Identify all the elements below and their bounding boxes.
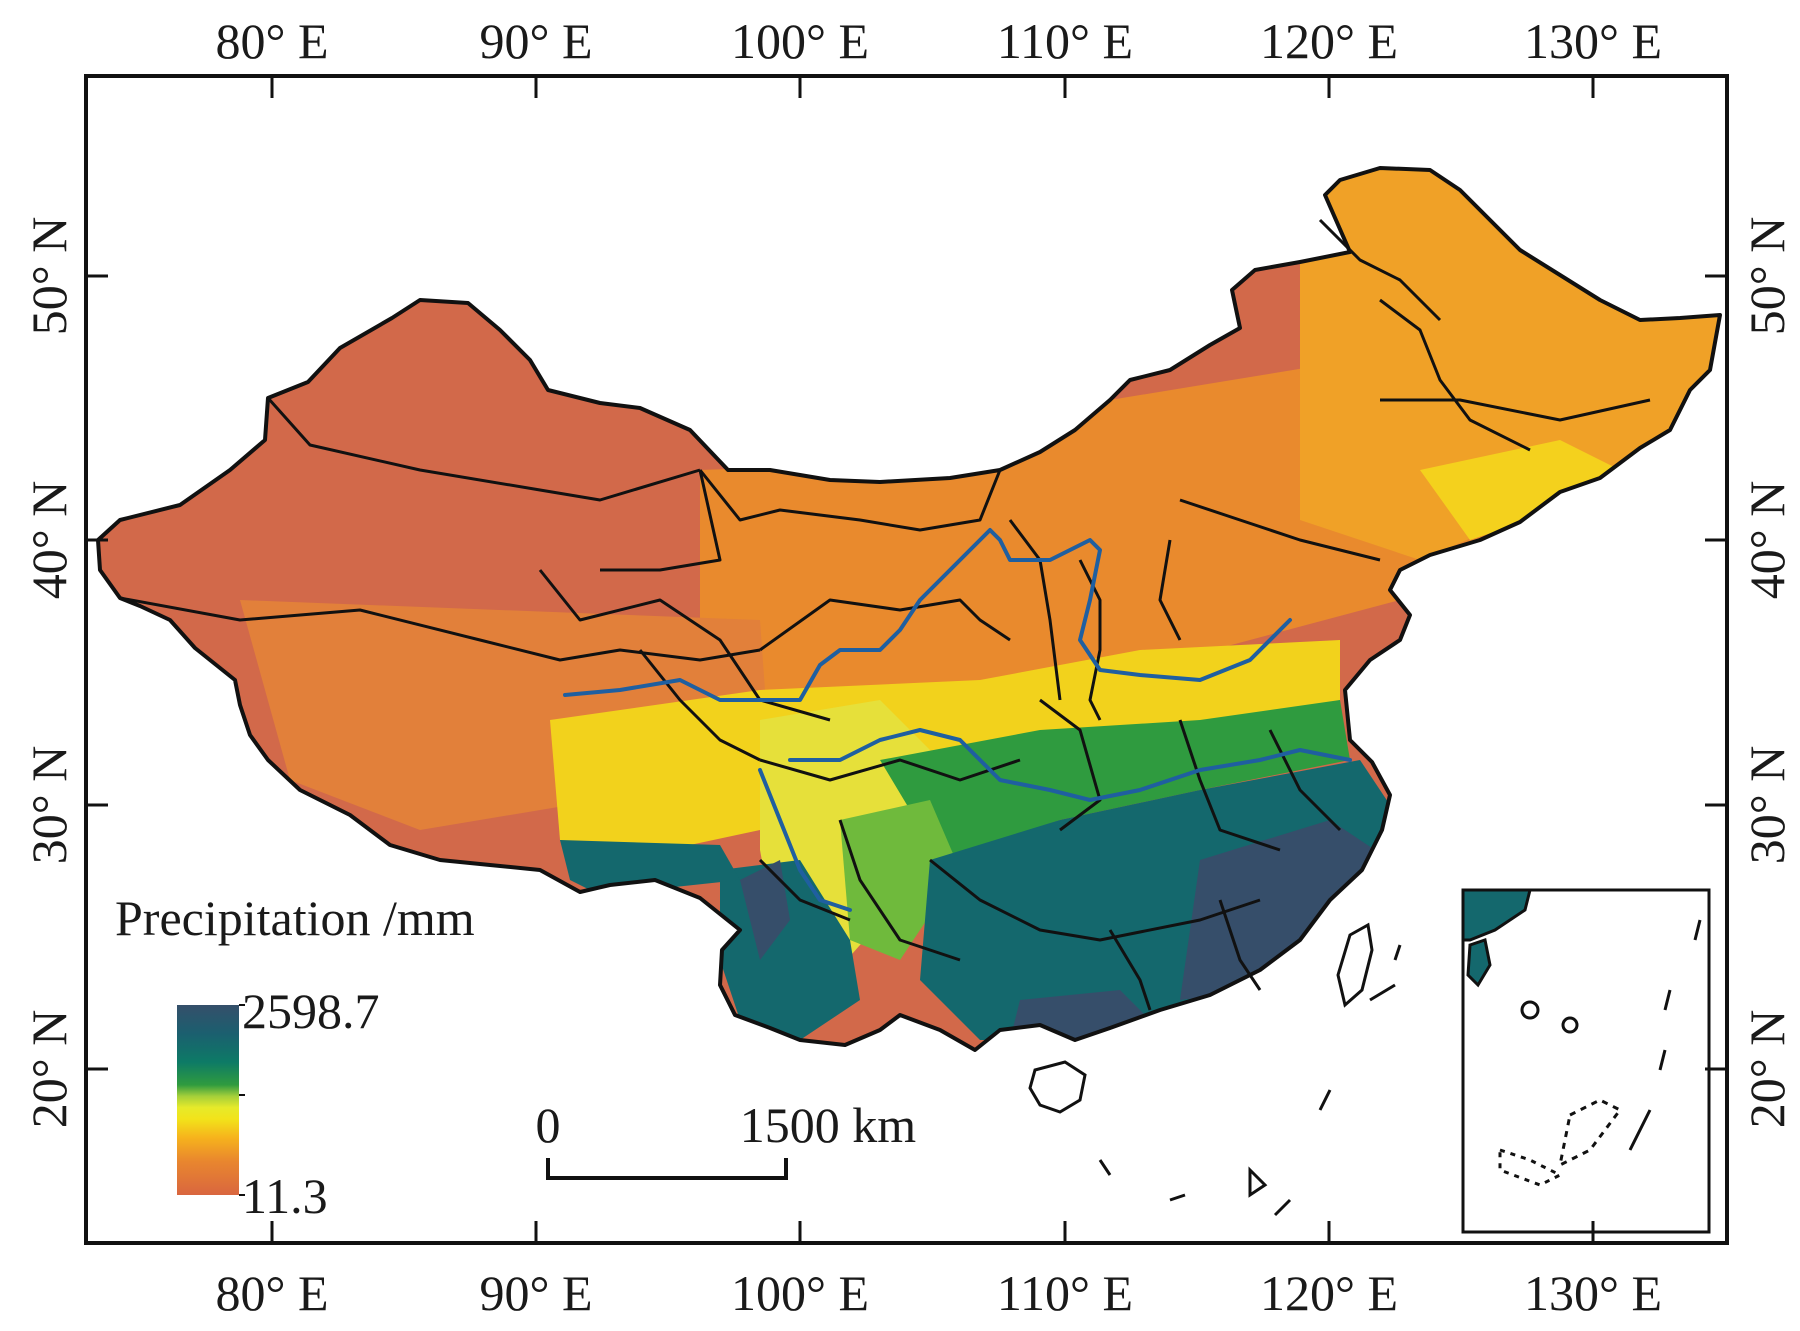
- top-lon-label-120: 120° E: [1260, 13, 1398, 69]
- right-lat-label-30: 30° N: [1739, 746, 1795, 865]
- top-lon-label-90: 90° E: [479, 13, 592, 69]
- bottom-lon-label-120: 120° E: [1260, 1265, 1398, 1321]
- bottom-lon-label-90: 90° E: [479, 1265, 592, 1321]
- left-lat-label-40: 40° N: [21, 481, 77, 600]
- top-lon-label-110: 110° E: [997, 13, 1133, 69]
- bottom-lon-label-100: 100° E: [731, 1265, 869, 1321]
- province-boundaries: [119, 218, 1651, 1011]
- legend-max-label: 2598.7: [242, 983, 380, 1039]
- top-longitude-axis: 80° E 90° E 100° E 110° E 120° E 130° E: [215, 13, 1662, 98]
- scale-bar-line: [546, 1158, 788, 1180]
- left-latitude-axis: 50° N 40° N 30° N 20° N: [21, 217, 108, 1129]
- top-lon-label-100: 100° E: [731, 13, 869, 69]
- south-china-sea-inset: [1461, 888, 1711, 1234]
- legend-color-ramp: [177, 1005, 239, 1195]
- precipitation-legend: Precipitation /mm 2598.7 11.3: [115, 890, 475, 1224]
- right-lat-label-20: 20° N: [1739, 1010, 1795, 1129]
- scale-bar: 0 1500 km: [536, 1097, 917, 1180]
- top-lon-label-130: 130° E: [1524, 13, 1662, 69]
- legend-title: Precipitation /mm: [115, 890, 475, 946]
- left-lat-label-30: 30° N: [21, 746, 77, 865]
- left-lat-label-50: 50° N: [21, 217, 77, 336]
- sea-islands: [1098, 944, 1402, 1217]
- top-lon-label-80: 80° E: [215, 13, 328, 69]
- left-lat-label-20: 20° N: [21, 1010, 77, 1129]
- rivers: [563, 528, 1352, 912]
- bottom-lon-label-130: 130° E: [1524, 1265, 1662, 1321]
- right-lat-label-50: 50° N: [1739, 217, 1795, 336]
- hainan-island: [1028, 1060, 1087, 1114]
- right-latitude-axis: 50° N 40° N 30° N 20° N: [1705, 217, 1795, 1129]
- taiwan-island: [1336, 922, 1374, 1008]
- scale-start-label: 0: [536, 1097, 561, 1153]
- bottom-lon-label-110: 110° E: [997, 1265, 1133, 1321]
- right-lat-label-40: 40° N: [1739, 481, 1795, 600]
- bottom-lon-label-80: 80° E: [215, 1265, 328, 1321]
- legend-min-label: 11.3: [242, 1168, 328, 1224]
- scale-end-label: 1500 km: [740, 1097, 917, 1153]
- bottom-longitude-axis: 80° E 90° E 100° E 110° E 120° E 130° E: [215, 1221, 1662, 1321]
